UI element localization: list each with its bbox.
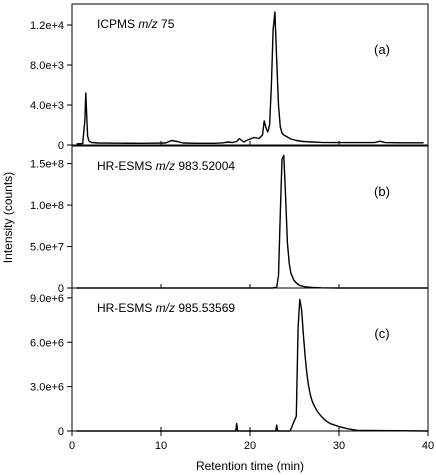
panel-a: 0 4.0e+3 8.0e+3 1.2e+4 ICPMS m/z 75 (a)	[30, 3, 429, 152]
series-line	[76, 298, 429, 432]
panel-c: 0 3.0e+6 6.0e+6 9.0e+6 HR-ESMS m/z 985.53569…	[30, 287, 429, 438]
panel-label: HR-ESMS m/z 983.52004	[97, 159, 235, 173]
x-tick-label: 10	[155, 440, 167, 452]
x-tick-label: 30	[333, 440, 345, 452]
x-axis-title: Retention time (min)	[196, 459, 304, 473]
y-tick-label: 8.0e+3	[30, 60, 64, 72]
series-line	[76, 11, 424, 145]
y-tick-label: 3.0e+6	[30, 382, 64, 394]
y-tick-label: 5.0e+7	[30, 242, 64, 254]
series-line	[76, 154, 428, 289]
y-tick-label: 0	[58, 426, 64, 438]
panel-label: ICPMS m/z 75	[97, 17, 175, 31]
y-tick-label: 4.0e+3	[30, 100, 64, 112]
panel-letter: (c)	[374, 326, 389, 341]
x-tick-label: 40	[422, 440, 434, 452]
y-axis-title: Intensity (counts)	[1, 172, 15, 263]
x-axis: 0 10 20 30 40	[69, 431, 434, 452]
y-tick-label: 1.0e+8	[30, 200, 64, 212]
x-tick-label: 20	[244, 440, 256, 452]
y-tick-label: 0	[58, 283, 64, 295]
panel-letter: (a)	[374, 42, 390, 57]
panel-b: 0 5.0e+7 1.0e+8 1.5e+8 HR-ESMS m/z 983.52004…	[30, 145, 429, 295]
y-tick-label: 1.2e+4	[30, 20, 64, 32]
y-tick-label: 0	[58, 140, 64, 152]
x-tick-label: 0	[69, 440, 75, 452]
y-tick-label: 9.0e+6	[30, 293, 64, 305]
panel-label: HR-ESMS m/z 985.53569	[97, 301, 235, 315]
panel-letter: (b)	[374, 184, 390, 199]
y-tick-label: 6.0e+6	[30, 337, 64, 349]
panels-group: 0 4.0e+3 8.0e+3 1.2e+4 ICPMS m/z 75 (a) 0 5.0e+…	[30, 3, 429, 438]
y-tick-label: 1.5e+8	[30, 159, 64, 171]
